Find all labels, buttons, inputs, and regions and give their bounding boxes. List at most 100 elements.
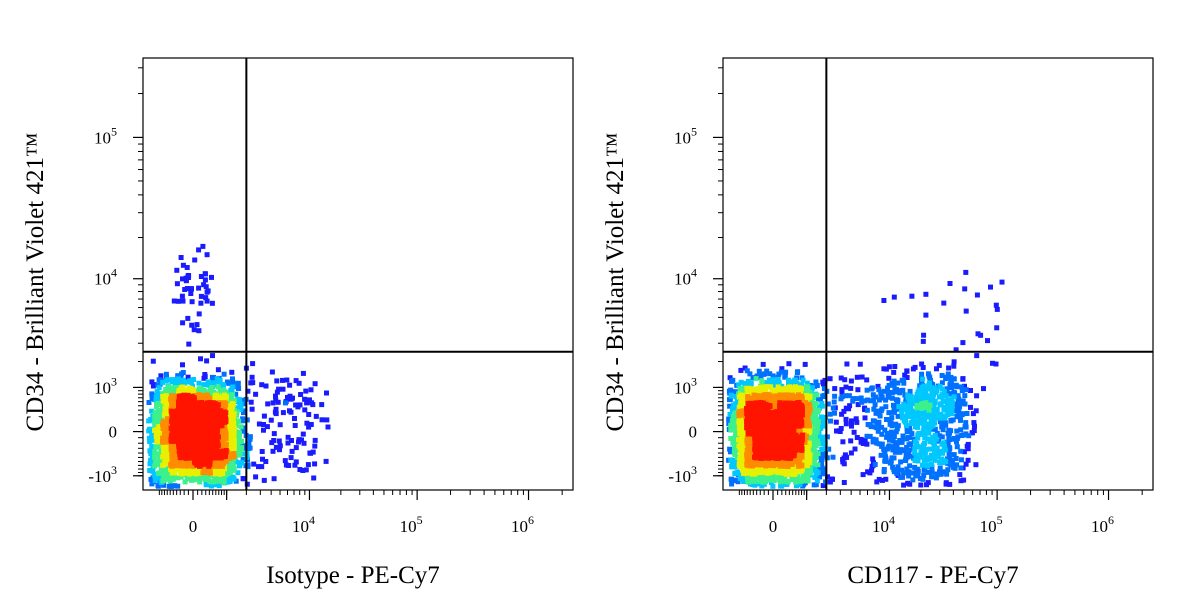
event-dot — [864, 433, 870, 439]
event-dot — [198, 473, 203, 479]
event-dot — [198, 300, 204, 306]
event-dot — [915, 432, 921, 438]
event-dot — [245, 388, 251, 394]
event-dot — [745, 451, 751, 457]
event-dot — [149, 379, 155, 385]
event-dot — [740, 441, 746, 447]
event-dot — [886, 410, 892, 416]
event-dot — [214, 443, 220, 449]
event-dot — [864, 377, 870, 383]
event-dot — [237, 463, 242, 469]
event-dot — [740, 432, 746, 438]
event-dot — [908, 404, 914, 410]
event-dot — [937, 469, 942, 475]
event-dot — [921, 445, 927, 451]
event-dot — [220, 382, 226, 388]
event-dot — [950, 400, 955, 406]
event-dot — [975, 331, 981, 337]
x-tick-label-1: 104 — [292, 513, 315, 536]
event-dot — [194, 322, 200, 328]
event-dot — [740, 385, 746, 391]
x-tick-label-0: 0 — [189, 517, 198, 536]
event-dot — [177, 443, 183, 449]
event-dot — [807, 405, 813, 411]
event-dot — [201, 282, 207, 288]
event-dot — [821, 466, 827, 472]
event-dot — [192, 459, 197, 465]
event-dot — [186, 341, 192, 347]
event-dot — [165, 460, 171, 466]
event-dot — [161, 482, 167, 488]
event-dot — [848, 378, 854, 384]
event-dot — [297, 467, 303, 472]
event-dot — [948, 378, 954, 384]
event-dot — [172, 462, 178, 468]
event-dot — [858, 395, 864, 401]
event-dot — [756, 454, 762, 460]
event-dot — [214, 392, 220, 398]
event-dot — [810, 415, 816, 421]
event-dot — [238, 447, 244, 452]
event-dot — [800, 474, 806, 480]
event-dot — [214, 376, 220, 382]
event-dot — [171, 298, 177, 304]
event-dot — [932, 426, 938, 432]
event-dot — [305, 462, 311, 468]
event-dot — [923, 312, 929, 318]
event-dot — [180, 320, 186, 326]
event-dot — [911, 421, 917, 426]
event-dot — [805, 465, 811, 471]
event-dot — [960, 400, 966, 406]
event-dot — [726, 416, 732, 422]
event-dot — [184, 475, 190, 481]
event-dot — [737, 472, 743, 478]
event-dot — [228, 454, 234, 459]
event-dot — [740, 467, 746, 473]
event-dot — [747, 430, 753, 435]
event-dot — [156, 461, 162, 467]
event-dot — [920, 376, 926, 382]
event-dot — [196, 409, 202, 415]
event-dot — [185, 403, 191, 409]
event-dot — [932, 400, 938, 406]
event-dot — [189, 393, 195, 399]
event-dot — [180, 262, 186, 268]
event-dot — [733, 401, 739, 407]
event-dot — [968, 388, 973, 393]
event-dot — [310, 402, 316, 408]
event-dot — [926, 407, 932, 413]
event-dot — [160, 379, 166, 385]
event-dot — [748, 447, 754, 453]
event-dot — [782, 460, 788, 466]
event-dot — [974, 393, 980, 399]
event-dot — [230, 380, 236, 386]
event-dot — [150, 458, 156, 464]
event-dot — [882, 450, 888, 456]
event-dot — [737, 386, 743, 392]
event-dot — [767, 392, 773, 398]
event-dot — [862, 437, 868, 443]
event-dot — [308, 422, 314, 427]
event-dot — [159, 429, 165, 435]
event-dot — [736, 425, 742, 431]
event-dot — [811, 401, 817, 407]
event-dot — [755, 473, 761, 479]
event-dot — [747, 437, 753, 443]
event-dot — [920, 365, 926, 370]
event-dot — [777, 386, 783, 392]
event-dot — [906, 473, 912, 479]
event-dot — [789, 470, 795, 476]
event-dot — [858, 436, 864, 442]
event-dot — [819, 401, 825, 406]
y-tick-label-2: 103 — [94, 374, 117, 397]
event-dot — [923, 291, 929, 297]
event-dot — [925, 402, 931, 408]
event-dot — [953, 456, 959, 461]
event-dot — [729, 378, 734, 384]
event-dot — [231, 438, 237, 444]
event-dot — [932, 448, 938, 454]
event-dot — [851, 429, 857, 435]
event-dot — [827, 376, 833, 382]
event-dot — [765, 476, 771, 482]
event-dot — [223, 389, 229, 395]
